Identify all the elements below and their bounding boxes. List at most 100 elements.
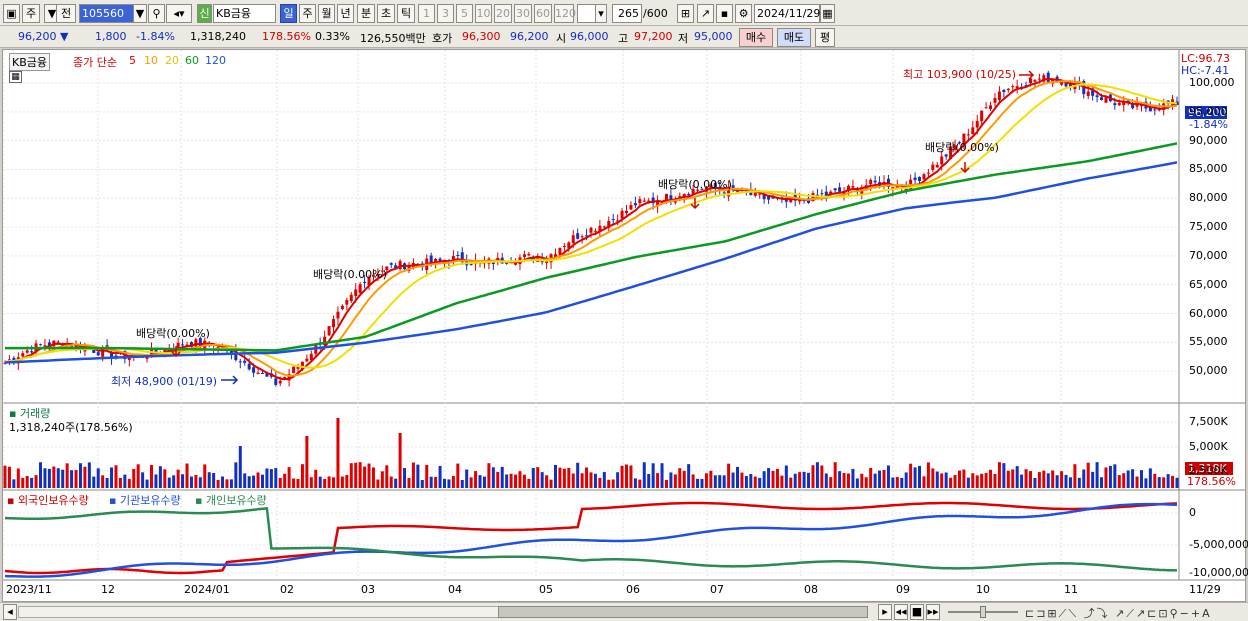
tab-second[interactable]: 초 (377, 4, 395, 23)
candle-body (345, 300, 349, 305)
play-icon[interactable]: ▸▸ (926, 604, 940, 620)
volume-bar (371, 467, 375, 488)
volume-bar (789, 477, 793, 488)
candle-body (460, 252, 464, 263)
stock-code-input[interactable]: 105560 (79, 4, 135, 23)
volume-bar (1091, 471, 1095, 488)
scroll-left-icon[interactable]: ◂ (3, 604, 17, 620)
candle-body (940, 156, 944, 165)
interval-120[interactable]: 120 (554, 4, 576, 23)
volume-bar (749, 474, 753, 488)
rewind-icon[interactable]: ◂◂ (894, 604, 908, 620)
volume-bar (385, 465, 389, 488)
volume-bar (598, 477, 602, 488)
buy-button[interactable]: 매수 (739, 28, 773, 47)
tools-icon[interactable]: ⊞ (677, 4, 694, 23)
candle-body (185, 344, 189, 346)
count-input[interactable]: 265 (612, 4, 642, 23)
calendar-icon[interactable]: ▦ (820, 4, 835, 23)
volume-bar (642, 462, 646, 488)
candle-body (292, 366, 296, 374)
eval-button[interactable]: 평 (815, 28, 835, 47)
interval-3[interactable]: 3 (437, 4, 454, 23)
candle-body (300, 361, 304, 370)
mode-button-week[interactable]: 주 (22, 4, 40, 23)
stock-name-field[interactable]: KB금융 (213, 4, 276, 23)
candle-body (376, 273, 380, 277)
tab-tick[interactable]: 틱 (397, 4, 415, 23)
search-icon[interactable]: ⚲ (148, 4, 165, 23)
volume-bar (376, 479, 380, 488)
gear-icon[interactable]: ⚙ (735, 4, 752, 23)
candle-body (274, 378, 278, 385)
zoom-slider-handle[interactable] (980, 606, 986, 618)
volume-bar (127, 478, 131, 488)
candle-body (669, 195, 673, 200)
legend-individual: ▪ 개인보유수량 (195, 494, 267, 507)
drawing-tools-icons[interactable]: ⊏⊐⊞⟋⟍ ⤴⤵ ↗⟋↗⊏⊡⚲−+A (1025, 607, 1212, 620)
volume-bar (443, 478, 446, 488)
interval-60[interactable]: 60 (534, 4, 552, 23)
volume-bar (602, 472, 606, 488)
ma-line-5 (4, 77, 1178, 381)
volume-bar (1108, 465, 1112, 488)
tab-month[interactable]: 월 (318, 4, 335, 23)
tab-day[interactable]: 일 (280, 4, 297, 23)
tab-week[interactable]: 주 (299, 4, 316, 23)
volume-bar (1100, 477, 1104, 488)
interval-10[interactable]: 10 (475, 4, 492, 23)
code-dropdown-icon[interactable]: ▼ (133, 4, 147, 23)
draw-icon[interactable]: ↗ (697, 4, 714, 23)
ma-legend-60: 60 (185, 54, 199, 67)
candle-body (380, 270, 384, 272)
interval-dropdown-icon[interactable]: ▾ (595, 4, 607, 23)
stop-icon[interactable]: ■ (910, 604, 924, 620)
custom-interval-input[interactable] (577, 4, 597, 23)
chart-area[interactable]: KB금융 종가 단순 5 10 20 60 120 ▦ LC:96.73 HC:… (2, 49, 1248, 602)
volume-tick-label: 7,500K (1189, 415, 1228, 428)
interval-30[interactable]: 30 (514, 4, 532, 23)
high-price: 97,200 (634, 30, 673, 43)
speaker-icon[interactable]: ◂▾ (166, 4, 192, 23)
candle-body (1006, 88, 1010, 91)
candle-body (935, 164, 939, 168)
interval-1[interactable]: 1 (418, 4, 435, 23)
volume-bar (1126, 470, 1130, 488)
low-arrow (221, 375, 239, 385)
sell-button[interactable]: 매도 (777, 28, 811, 47)
volume-bar (1046, 473, 1050, 488)
date-input[interactable]: 2024/11/29 (754, 4, 820, 23)
open-label: 시 (556, 32, 567, 45)
candle-body (101, 348, 105, 357)
save-icon[interactable]: ▪ (716, 4, 733, 23)
volume-bar (1104, 467, 1108, 488)
volume-bar (567, 467, 571, 488)
candle-body (638, 199, 642, 204)
candle-body (30, 351, 34, 353)
table-toggle-icon[interactable]: ▦ (9, 71, 22, 83)
interval-5[interactable]: 5 (456, 4, 473, 23)
volume-bar (731, 472, 735, 488)
mode-button-prev[interactable]: 전 (56, 4, 76, 23)
stock-chart-svg[interactable] (3, 50, 1245, 601)
scrollbar-thumb[interactable] (498, 606, 868, 618)
scroll-right-icon[interactable]: ▸ (878, 604, 892, 620)
volume-bar (802, 471, 806, 488)
tab-year[interactable]: 년 (337, 4, 354, 23)
current-volume-marker: 1,318K (1185, 462, 1233, 475)
interval-20[interactable]: 20 (494, 4, 512, 23)
volume-bar (918, 465, 922, 488)
chart-menu-icon[interactable]: ▣ (3, 4, 20, 23)
volume-bar (1153, 473, 1157, 488)
volume-bar (21, 477, 25, 488)
candle-body (349, 294, 353, 302)
holding-tick-label: -10,000,000 (1189, 566, 1248, 579)
volume-bar (243, 473, 247, 488)
volume-bar (673, 474, 677, 488)
tab-minute[interactable]: 분 (357, 4, 375, 23)
candle-body (1068, 83, 1072, 88)
volume-bar (691, 474, 695, 488)
main-toolbar: ▣ 주 ▼ 전 105560 ▼ ⚲ ◂▾ 신 KB금융 일 주 월 년 분 초… (0, 0, 1248, 26)
candle-body (1122, 101, 1126, 106)
volume-bar (1135, 476, 1139, 488)
